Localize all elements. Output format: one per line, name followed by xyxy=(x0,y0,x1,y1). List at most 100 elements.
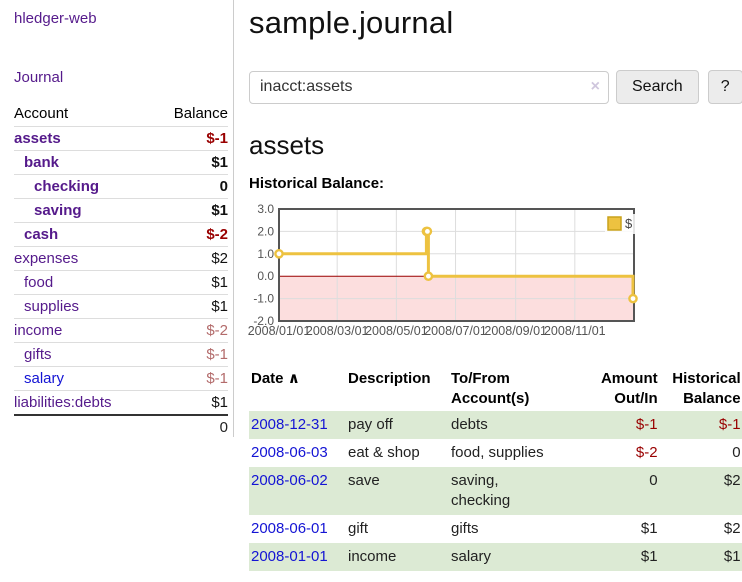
account-link[interactable]: food xyxy=(24,274,54,291)
account-balance: $-2 xyxy=(206,226,228,243)
date-cell: 2008-06-03 xyxy=(249,439,346,467)
balance-cell: $2 xyxy=(659,467,742,515)
data-point-marker xyxy=(422,226,433,237)
transaction-row: 2008-01-01 income salary $1 $1 xyxy=(249,543,742,571)
y-tick-label: -2.0 xyxy=(253,314,274,328)
account-link[interactable]: liabilities:debts xyxy=(14,394,112,411)
data-point-marker xyxy=(423,271,434,281)
account-link[interactable]: saving xyxy=(34,202,82,219)
account-link[interactable]: supplies xyxy=(24,298,80,315)
transaction-row: 2008-06-02 save saving, checking 0 $2 xyxy=(249,467,742,515)
account-link[interactable]: income xyxy=(14,322,63,339)
historical-balance-chart: $3.0 2.0 1.0 0.0 -1.0 -2.0 2008/01/01 2008/03/0… xyxy=(244,201,742,351)
date-cell: 2008-01-01 xyxy=(249,543,346,571)
description-cell: income xyxy=(346,543,449,571)
column-header-accounts: To/From Account(s) xyxy=(451,370,530,407)
brand-link[interactable]: hledger-web xyxy=(14,10,97,27)
x-tick-label: 2008/11/01 xyxy=(544,324,606,338)
accounts-total-value: 0 xyxy=(219,419,228,436)
accounts-cell: saving, checking xyxy=(449,467,554,515)
x-tick-label: 2008/09/01 xyxy=(484,324,547,338)
legend-label: $ xyxy=(625,216,633,231)
data-point-marker xyxy=(274,249,284,259)
y-tick-label: 3.0 xyxy=(257,202,274,216)
accounts-cell: gifts xyxy=(451,520,479,537)
account-link[interactable]: gifts xyxy=(24,346,52,363)
data-point-marker xyxy=(628,293,638,304)
account-row: bank $1 xyxy=(14,150,228,174)
account-row: salary $-1 xyxy=(14,366,228,390)
sort-ascending-icon: ∧ xyxy=(287,370,300,387)
transaction-date-link[interactable]: 2008-06-03 xyxy=(251,444,328,461)
x-tick-label: 2008/05/01 xyxy=(365,324,428,338)
description-cell: eat & shop xyxy=(348,444,420,461)
account-balance: $-1 xyxy=(206,346,228,363)
search-input-wrapper: × xyxy=(249,70,609,104)
account-row: gifts $-1 xyxy=(14,342,228,366)
help-button[interactable]: ? xyxy=(707,70,742,104)
account-balance: $-1 xyxy=(206,370,228,387)
account-row: income $-2 xyxy=(14,318,228,342)
main-content: sample.journal × Search ? assets Histori… xyxy=(234,0,742,571)
description-cell: gift xyxy=(348,520,369,537)
accounts-total-row: 0 xyxy=(14,414,228,439)
accounts-cell: debts xyxy=(449,411,554,439)
search-form: × Search ? xyxy=(249,70,742,104)
amount-cell: $1 xyxy=(640,520,658,537)
plot-border xyxy=(278,208,635,322)
account-row: supplies $1 xyxy=(14,294,228,318)
account-balance: $1 xyxy=(211,202,228,219)
account-link[interactable]: assets xyxy=(14,130,61,147)
account-link[interactable]: checking xyxy=(34,178,100,195)
x-tick-label: 2008/03/01 xyxy=(306,324,369,338)
transaction-date-link[interactable]: 2008-06-01 xyxy=(251,520,328,537)
account-row: cash $-2 xyxy=(14,222,228,246)
search-input[interactable] xyxy=(249,70,609,104)
account-balance: $-2 xyxy=(206,322,228,339)
transaction-date-link[interactable]: 2008-01-01 xyxy=(251,548,328,565)
transaction-date-link[interactable]: 2008-12-31 xyxy=(251,416,328,433)
account-link[interactable]: cash xyxy=(24,226,59,243)
account-link[interactable]: bank xyxy=(24,154,60,171)
chart-svg: $3.0 2.0 1.0 0.0 -1.0 -2.02008/01/012008/03/0… xyxy=(248,202,638,338)
transaction-date-link[interactable]: 2008-06-02 xyxy=(251,472,328,489)
account-link[interactable]: salary xyxy=(24,370,65,387)
balance-cell: $-1 xyxy=(659,411,742,439)
description-cell: pay off xyxy=(346,411,449,439)
transaction-row: 2008-12-31 pay off debts $-1 $-1 xyxy=(249,411,742,439)
y-tick-label: 0.0 xyxy=(257,269,274,283)
register-table: Date ∧ Description To/From Account(s) Am… xyxy=(249,367,742,571)
account-row: food $1 xyxy=(14,270,228,294)
search-button[interactable]: Search xyxy=(616,70,699,104)
sidebar-accounts-body: assets $-1 bank $1 checking 0 saving $1 cash $-2 e… xyxy=(14,126,228,414)
amount-cell: $1 xyxy=(554,543,660,571)
y-tick-label: 1.0 xyxy=(257,247,274,261)
date-cell: 2008-06-01 xyxy=(249,515,346,543)
column-header-balance: Historical Balance xyxy=(672,370,741,407)
transaction-row: 2008-06-03 eat & shop food, supplies $-2 0 xyxy=(249,439,742,467)
account-row: saving $1 xyxy=(14,198,228,222)
balance-cell: $2 xyxy=(723,520,741,537)
column-header-date[interactable]: Date ∧ xyxy=(251,370,300,387)
account-heading: assets xyxy=(249,130,325,160)
account-balance: $2 xyxy=(211,250,228,267)
date-cell: 2008-12-31 xyxy=(249,411,346,439)
balance-cell: $1 xyxy=(659,543,742,571)
sidebar-item-journal[interactable]: Journal xyxy=(14,69,64,86)
account-balance: $-1 xyxy=(206,130,228,147)
account-balance: $1 xyxy=(211,298,228,315)
account-row: liabilities:debts $1 xyxy=(14,390,228,414)
account-balance: $1 xyxy=(211,394,228,411)
register-body: 2008-12-31 pay off debts $-1 $-1 2008-06-03 ea… xyxy=(249,411,742,571)
x-tick-label: 2008/01/01 xyxy=(248,324,311,338)
accounts-cell: food, supplies xyxy=(451,444,544,461)
account-balance: $1 xyxy=(211,154,228,171)
clear-search-icon[interactable]: × xyxy=(590,77,600,95)
chart-label: Historical Balance: xyxy=(249,175,385,192)
account-link[interactable]: expenses xyxy=(14,250,79,267)
register-header-row: Date ∧ Description To/From Account(s) Am… xyxy=(249,367,742,411)
accounts-table-header: Account Balance xyxy=(14,103,228,126)
accounts-column-header: Account xyxy=(14,105,69,122)
sidebar: hledger-web Journal Account Balance asse… xyxy=(0,0,234,437)
